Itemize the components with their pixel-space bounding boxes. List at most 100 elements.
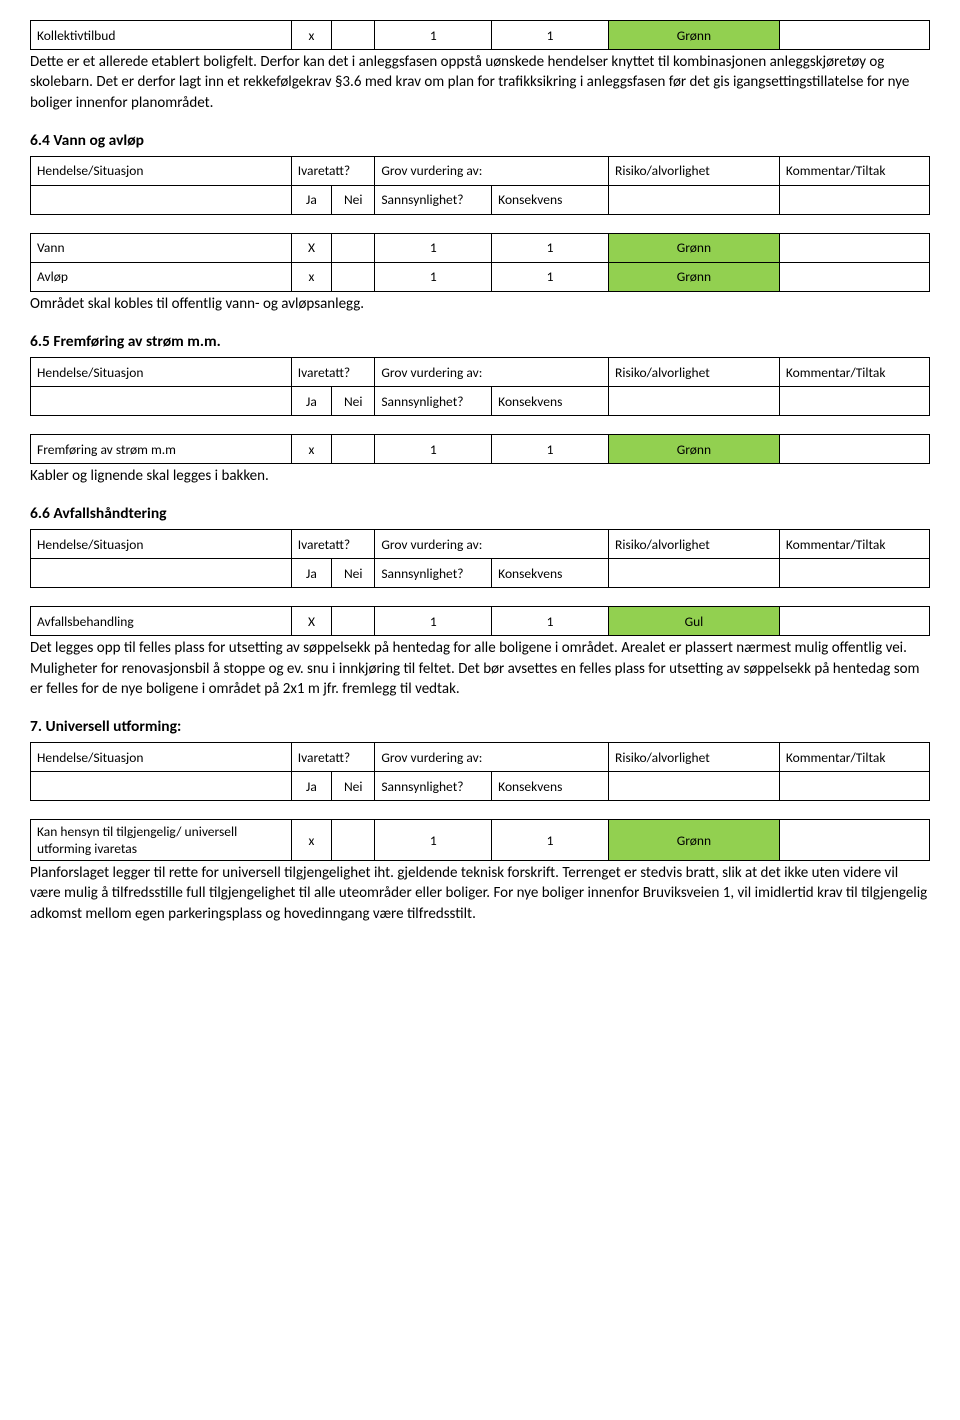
cell-kv: 1 — [492, 820, 609, 861]
cell-ja: X — [291, 233, 331, 262]
cell-ra: Grønn — [609, 233, 780, 262]
data-table-7: Kan hensyn til tilgjengelig/ universell … — [30, 819, 930, 861]
table-subheader-row: Ja Nei Sannsynlighet? Konsekvens — [31, 772, 930, 801]
cell-ja: x — [291, 820, 331, 861]
cell-kv: 1 — [492, 435, 609, 464]
sub-sn: Sannsynlighet? — [375, 559, 492, 588]
cell-name: Avfallsbehandling — [31, 607, 292, 636]
cell-sn: 1 — [375, 435, 492, 464]
cell-name: Fremføring av strøm m.m — [31, 435, 292, 464]
header-table-64: Hendelse/Situasjon Ivaretatt? Grov vurde… — [30, 156, 930, 215]
data-table-kollektiv: Kollektivtilbud x 1 1 Grønn — [30, 20, 930, 50]
sub-kt-empty — [779, 559, 929, 588]
cell-ra: Grønn — [609, 820, 780, 861]
cell-name: Avløp — [31, 262, 292, 291]
sub-sn: Sannsynlighet? — [375, 772, 492, 801]
sub-ra-empty — [609, 185, 780, 214]
hdr-iv: Ivaretatt? — [291, 156, 375, 185]
cell-nei — [332, 262, 375, 291]
header-table-65: Hendelse/Situasjon Ivaretatt? Grov vurde… — [30, 357, 930, 416]
sub-nei: Nei — [332, 387, 375, 416]
cell-nei — [332, 21, 375, 50]
heading-66: 6.6 Avfallshåndtering — [30, 504, 930, 523]
hdr-iv: Ivaretatt? — [291, 358, 375, 387]
hdr-iv: Ivaretatt? — [291, 530, 375, 559]
sub-nei: Nei — [332, 772, 375, 801]
hdr-hs: Hendelse/Situasjon — [31, 358, 292, 387]
hdr-gv: Grov vurdering av: — [375, 156, 609, 185]
header-table-66: Hendelse/Situasjon Ivaretatt? Grov vurde… — [30, 529, 930, 588]
hdr-hs: Hendelse/Situasjon — [31, 156, 292, 185]
cell-kt — [779, 262, 929, 291]
sub-sn: Sannsynlighet? — [375, 387, 492, 416]
sub-kt-empty — [779, 772, 929, 801]
heading-65: 6.5 Fremføring av strøm m.m. — [30, 332, 930, 351]
heading-7: 7. Universell utforming: — [30, 717, 930, 736]
sub-kt-empty — [779, 185, 929, 214]
cell-kt — [779, 820, 929, 861]
cell-ra: Grønn — [609, 262, 780, 291]
sub-kv: Konsekvens — [492, 185, 609, 214]
cell-ra: Grønn — [609, 21, 780, 50]
sub-ra-empty — [609, 387, 780, 416]
sub-ja: Ja — [291, 387, 331, 416]
sub-ra-empty — [609, 559, 780, 588]
cell-name: Kollektivtilbud — [31, 21, 292, 50]
heading-64: 6.4 Vann og avløp — [30, 131, 930, 150]
hdr-hs: Hendelse/Situasjon — [31, 743, 292, 772]
cell-kv: 1 — [492, 21, 609, 50]
hdr-gv: Grov vurdering av: — [375, 743, 609, 772]
paragraph-avfall: Det legges opp til felles plass for utse… — [30, 638, 930, 699]
cell-sn: 1 — [375, 820, 492, 861]
table-row: Avfallsbehandling X 1 1 Gul — [31, 607, 930, 636]
hdr-ra: Risiko/alvorlighet — [609, 743, 780, 772]
table-row: Fremføring av strøm m.m x 1 1 Grønn — [31, 435, 930, 464]
table-row: Avløp x 1 1 Grønn — [31, 262, 930, 291]
cell-kt — [779, 233, 929, 262]
cell-name: Vann — [31, 233, 292, 262]
cell-name: Kan hensyn til tilgjengelig/ universell … — [31, 820, 292, 861]
sub-ja: Ja — [291, 559, 331, 588]
cell-sn: 1 — [375, 233, 492, 262]
table-header-row: Hendelse/Situasjon Ivaretatt? Grov vurde… — [31, 530, 930, 559]
sub-sn: Sannsynlighet? — [375, 185, 492, 214]
cell-sn: 1 — [375, 607, 492, 636]
sub-ra-empty — [609, 772, 780, 801]
sub-kv: Konsekvens — [492, 387, 609, 416]
data-table-66: Avfallsbehandling X 1 1 Gul — [30, 606, 930, 636]
paragraph-uu: Planforslaget legger til rette for unive… — [30, 863, 930, 924]
sub-kv: Konsekvens — [492, 559, 609, 588]
sub-ja: Ja — [291, 772, 331, 801]
table-row: Vann X 1 1 Grønn — [31, 233, 930, 262]
sub-nei: Nei — [332, 185, 375, 214]
cell-sn: 1 — [375, 21, 492, 50]
table-row: Kan hensyn til tilgjengelig/ universell … — [31, 820, 930, 861]
cell-kv: 1 — [492, 262, 609, 291]
hdr-ra: Risiko/alvorlighet — [609, 358, 780, 387]
cell-nei — [332, 820, 375, 861]
cell-sn: 1 — [375, 262, 492, 291]
sub-kv: Konsekvens — [492, 772, 609, 801]
hdr-gv: Grov vurdering av: — [375, 358, 609, 387]
cell-nei — [332, 607, 375, 636]
sub-kt-empty — [779, 387, 929, 416]
cell-ja: x — [291, 435, 331, 464]
sub-empty — [31, 772, 292, 801]
sub-empty — [31, 387, 292, 416]
cell-kt — [779, 435, 929, 464]
sub-empty — [31, 185, 292, 214]
cell-kv: 1 — [492, 233, 609, 262]
table-header-row: Hendelse/Situasjon Ivaretatt? Grov vurde… — [31, 358, 930, 387]
cell-ja: x — [291, 262, 331, 291]
hdr-ra: Risiko/alvorlighet — [609, 530, 780, 559]
cell-nei — [332, 435, 375, 464]
table-subheader-row: Ja Nei Sannsynlighet? Konsekvens — [31, 559, 930, 588]
sub-empty — [31, 559, 292, 588]
cell-ra: Gul — [609, 607, 780, 636]
cell-kt — [779, 21, 929, 50]
paragraph-kollektiv: Dette er et allerede etablert boligfelt.… — [30, 52, 930, 113]
table-header-row: Hendelse/Situasjon Ivaretatt? Grov vurde… — [31, 743, 930, 772]
cell-kv: 1 — [492, 607, 609, 636]
table-header-row: Hendelse/Situasjon Ivaretatt? Grov vurde… — [31, 156, 930, 185]
table-subheader-row: Ja Nei Sannsynlighet? Konsekvens — [31, 387, 930, 416]
